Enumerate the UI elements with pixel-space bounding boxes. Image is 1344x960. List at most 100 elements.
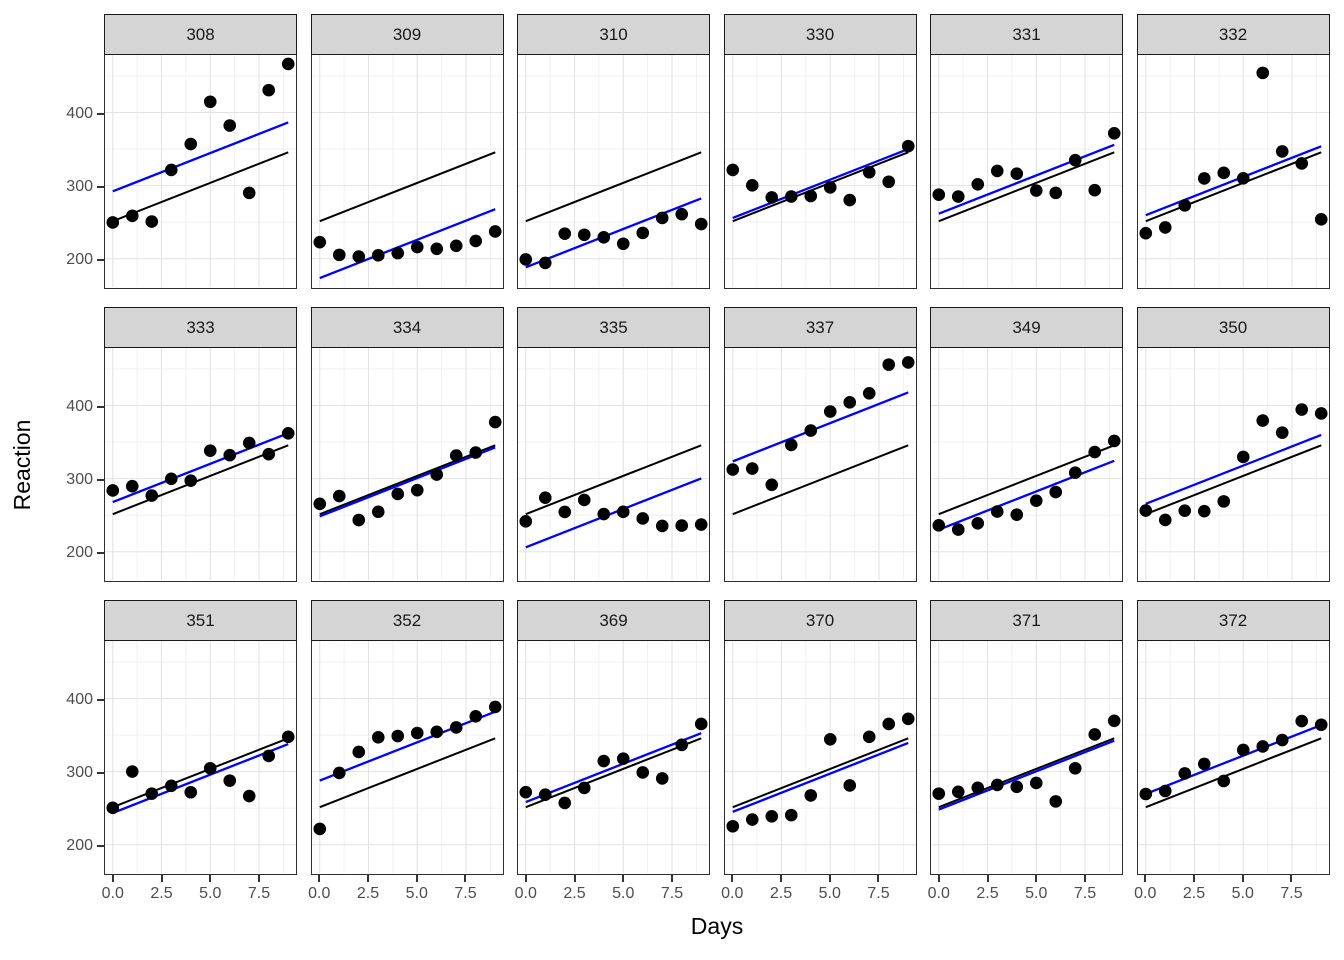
data-point — [519, 253, 533, 266]
facet-strip-label: 337 — [805, 317, 835, 337]
facet-strip-label: 332 — [1218, 24, 1248, 44]
facet-strip: 372 — [1136, 600, 1330, 641]
x-tick-label: 5.0 — [199, 885, 222, 902]
facet-plot-svg — [518, 55, 709, 287]
data-point — [281, 426, 295, 440]
facet-strip: 337 — [723, 307, 917, 348]
x-tick-mark — [1144, 875, 1147, 882]
facet-strip-label: 310 — [599, 24, 628, 44]
data-point — [1197, 172, 1211, 185]
facet-strip-label: 372 — [1218, 610, 1248, 630]
data-point — [823, 405, 837, 418]
facet-plot-svg — [931, 641, 1122, 873]
data-point — [351, 513, 365, 527]
subject-fit-line — [1144, 145, 1322, 217]
facet-panel — [517, 55, 710, 289]
facet-panel — [1136, 641, 1330, 875]
facet-panel — [517, 641, 710, 875]
population-fit-line — [731, 444, 909, 516]
data-point — [519, 785, 533, 799]
data-point — [164, 472, 178, 486]
facet-strip-label: 309 — [392, 24, 422, 44]
facet-strip-label: 308 — [186, 24, 215, 44]
data-point — [616, 505, 630, 519]
data-point — [1107, 434, 1121, 448]
data-point — [390, 729, 404, 743]
data-point — [1177, 504, 1191, 517]
population-fit-line — [112, 151, 289, 223]
facet-cell: 351 — [104, 600, 297, 875]
data-point — [332, 766, 346, 780]
data-point — [390, 246, 404, 260]
facet-strip-label: 371 — [1012, 610, 1041, 630]
x-tick-mark — [111, 875, 114, 882]
x-tick-label: 5.0 — [612, 885, 635, 902]
data-point — [410, 240, 424, 254]
data-point — [1158, 513, 1172, 527]
data-point — [784, 438, 798, 452]
population-fit-line — [1144, 444, 1322, 516]
facet-strip: 310 — [517, 14, 710, 55]
data-point — [597, 231, 611, 244]
facet-strip-label: 333 — [186, 317, 215, 337]
facet-strip: 371 — [930, 600, 1123, 641]
data-point — [1255, 414, 1269, 427]
x-tick-mark — [731, 875, 734, 882]
x-tick-mark — [1290, 875, 1293, 882]
data-point — [1049, 186, 1063, 200]
data-point — [262, 83, 276, 97]
y-tick-label: 400 — [66, 104, 93, 122]
data-point — [901, 712, 915, 726]
x-tick-label: 5.0 — [1231, 885, 1254, 902]
facet-panel — [104, 55, 297, 289]
data-point — [636, 226, 650, 240]
population-fit-line — [525, 151, 702, 223]
facet-plot-svg — [724, 348, 916, 580]
data-point — [862, 165, 876, 179]
facet-plot-svg — [105, 55, 296, 287]
facet-strip-label: 370 — [805, 610, 835, 630]
data-point — [1068, 761, 1082, 775]
data-point — [1314, 718, 1328, 732]
data-point — [784, 808, 798, 822]
y-tick-mark — [97, 405, 104, 408]
facet-cell: 335 — [517, 307, 710, 582]
data-point — [901, 139, 915, 153]
data-point — [429, 242, 443, 256]
data-point — [558, 227, 572, 240]
x-tick-label: 0.0 — [101, 885, 124, 902]
data-point — [1197, 504, 1211, 518]
data-point — [125, 209, 139, 223]
facet-panel — [723, 641, 917, 875]
subject-fit-line — [1144, 433, 1322, 505]
data-point — [745, 813, 759, 826]
x-tick-label: 7.5 — [1280, 885, 1303, 902]
data-point — [1294, 714, 1308, 728]
x-tick-mark — [573, 875, 576, 882]
x-tick-label: 2.5 — [563, 885, 586, 902]
data-point — [655, 772, 669, 785]
y-tick-label: 400 — [66, 397, 93, 415]
data-point — [597, 754, 611, 768]
data-point — [1216, 166, 1230, 180]
x-tick-label: 2.5 — [976, 885, 999, 902]
y-tick-label: 300 — [66, 763, 93, 781]
subject-fit-line — [112, 742, 289, 815]
facet-plot-svg — [724, 641, 916, 873]
facet-cell: 349 — [930, 307, 1123, 582]
facet-strip: 333 — [104, 307, 297, 348]
data-point — [842, 396, 856, 409]
data-point — [862, 730, 876, 744]
data-point — [1236, 172, 1250, 185]
facet-strip: 334 — [310, 307, 504, 348]
facet-cell: 350 — [1136, 307, 1330, 582]
population-fit-line — [938, 151, 1115, 223]
data-point — [764, 191, 778, 204]
facet-plot-svg — [105, 641, 296, 873]
x-tick-mark — [160, 875, 163, 882]
data-point — [332, 248, 346, 262]
facet-strip-label: 335 — [599, 317, 628, 337]
data-point — [1068, 466, 1082, 480]
facet-plot-svg — [518, 348, 709, 580]
data-point — [951, 190, 965, 203]
